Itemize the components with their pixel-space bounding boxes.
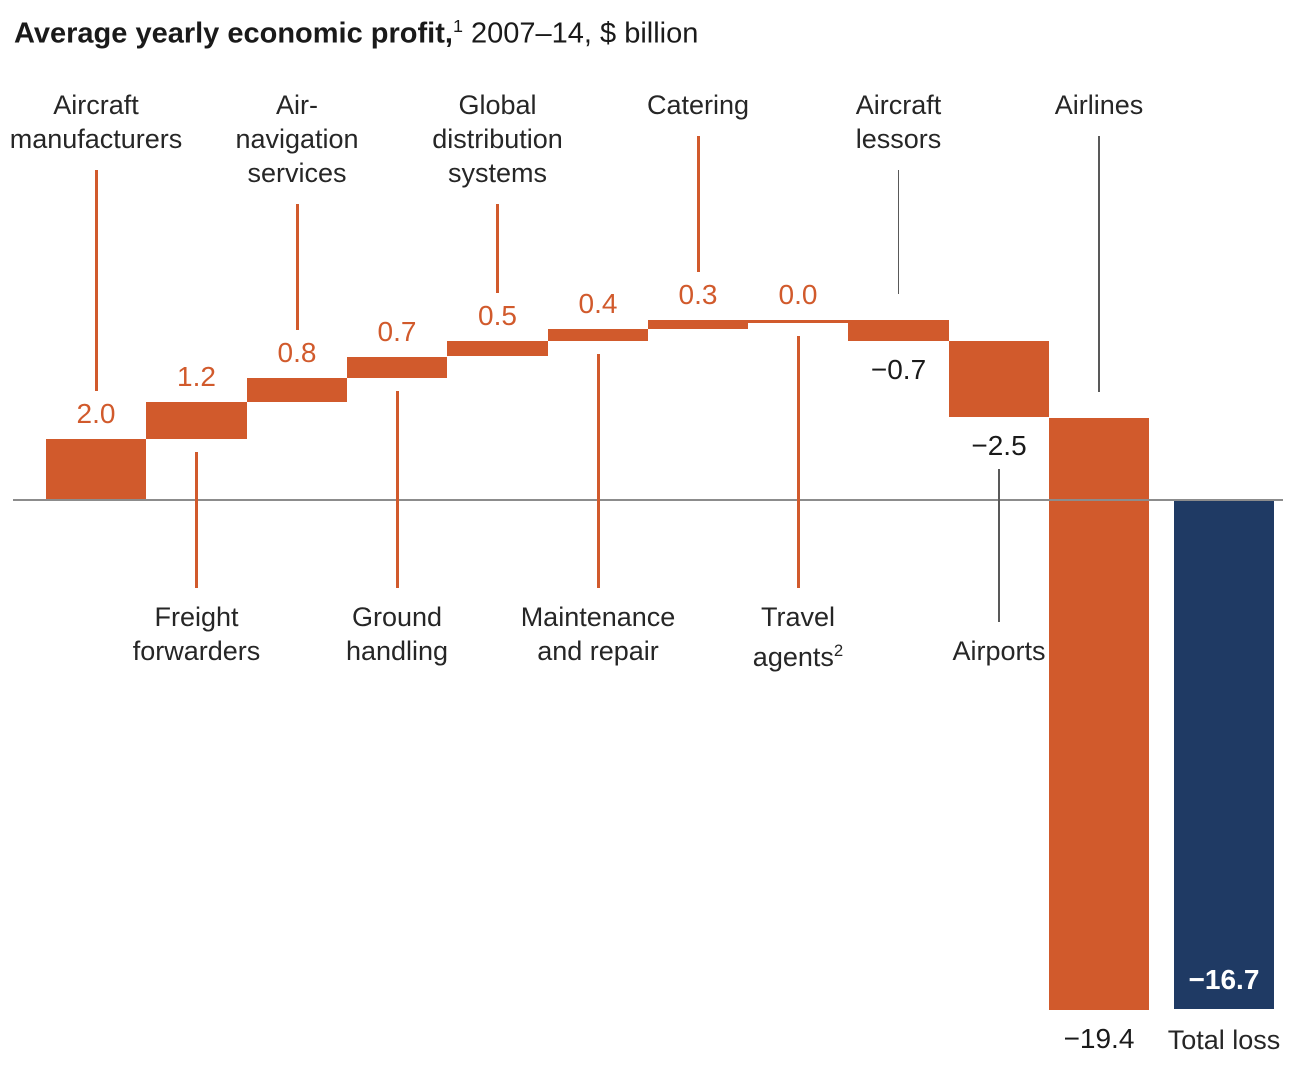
category-label-airports: Airports xyxy=(952,636,1046,666)
chart-title: Average yearly economic profit,1 2007–14… xyxy=(14,8,698,52)
zero-axis-line xyxy=(13,499,1283,501)
category-label-total-loss: Total loss xyxy=(1167,1025,1281,1055)
category-label-aircraft-lessors: Aircraft lessors xyxy=(855,90,942,154)
connector-line-aircraft-manufacturers xyxy=(94,170,98,391)
bar-airports xyxy=(949,341,1049,417)
chart-title-main: Average yearly economic profit, xyxy=(14,17,453,50)
category-label-ground-handling: Ground handling xyxy=(345,602,449,666)
category-label-aircraft-manufacturers: Aircraft manufacturers xyxy=(9,90,183,154)
value-label-ground-handling: 0.7 xyxy=(377,316,417,347)
value-label-freight-forwarders: 1.2 xyxy=(177,361,216,392)
bar-aircraft-manufacturers xyxy=(46,439,146,500)
bar-aircraft-lessors xyxy=(848,320,949,341)
bar-air-navigation-services xyxy=(247,378,347,402)
bar-catering xyxy=(648,320,748,329)
bar-global-distribution-systems xyxy=(447,341,548,356)
connector-line-global-distribution-systems xyxy=(496,204,499,293)
category-label-maintenance-and-repair: Maintenance and repair xyxy=(520,602,676,666)
connector-line-freight-forwarders xyxy=(195,452,198,588)
category-label-global-distribution-systems: Global distribution systems xyxy=(432,90,563,188)
value-label-global-distribution-systems: 0.5 xyxy=(478,300,517,331)
connector-line-aircraft-lessors xyxy=(897,170,900,294)
connector-line-maintenance-and-repair xyxy=(596,354,600,588)
connector-line-catering xyxy=(696,136,700,272)
bar-ground-handling xyxy=(347,357,447,378)
connector-line-airlines xyxy=(1098,136,1100,392)
connector-line-travel-agents xyxy=(796,336,800,588)
category-label-air-navigation-services: Air-navigation services xyxy=(235,90,359,188)
value-label-airports: −2.5 xyxy=(971,430,1027,461)
chart-title-footnote-marker: 1 xyxy=(452,16,463,36)
bar-airlines xyxy=(1049,418,1149,1010)
bar-travel-agents xyxy=(748,320,848,323)
chart-title-subtitle: 2007–14, $ billion xyxy=(462,17,699,50)
bar-freight-forwarders xyxy=(146,402,247,439)
value-label-air-navigation-services: 0.8 xyxy=(277,337,317,368)
bar-total-loss xyxy=(1174,500,1274,1009)
category-label-freight-forwarders: Freight forwarders xyxy=(132,602,261,666)
value-label-aircraft-manufacturers: 2.0 xyxy=(76,398,116,429)
category-label-catering: Catering xyxy=(646,90,750,120)
value-label-aircraft-lessors: −0.7 xyxy=(870,354,927,385)
value-label-catering: 0.3 xyxy=(678,279,718,310)
value-label-total-loss: −16.7 xyxy=(1188,964,1260,995)
connector-line-ground-handling xyxy=(395,391,399,588)
category-label-airlines: Airlines xyxy=(1054,90,1144,120)
value-label-maintenance-and-repair: 0.4 xyxy=(578,288,618,319)
value-label-airlines: −19.4 xyxy=(1063,1023,1135,1054)
value-label-travel-agents: 0.0 xyxy=(778,279,818,310)
bar-maintenance-and-repair xyxy=(548,329,648,341)
connector-line-air-navigation-services xyxy=(295,204,299,330)
category-label-travel-agents: Travel agents2 xyxy=(752,602,844,672)
category-footnote-marker-travel-agents: 2 xyxy=(833,641,844,660)
connector-line-airports xyxy=(998,469,1000,622)
